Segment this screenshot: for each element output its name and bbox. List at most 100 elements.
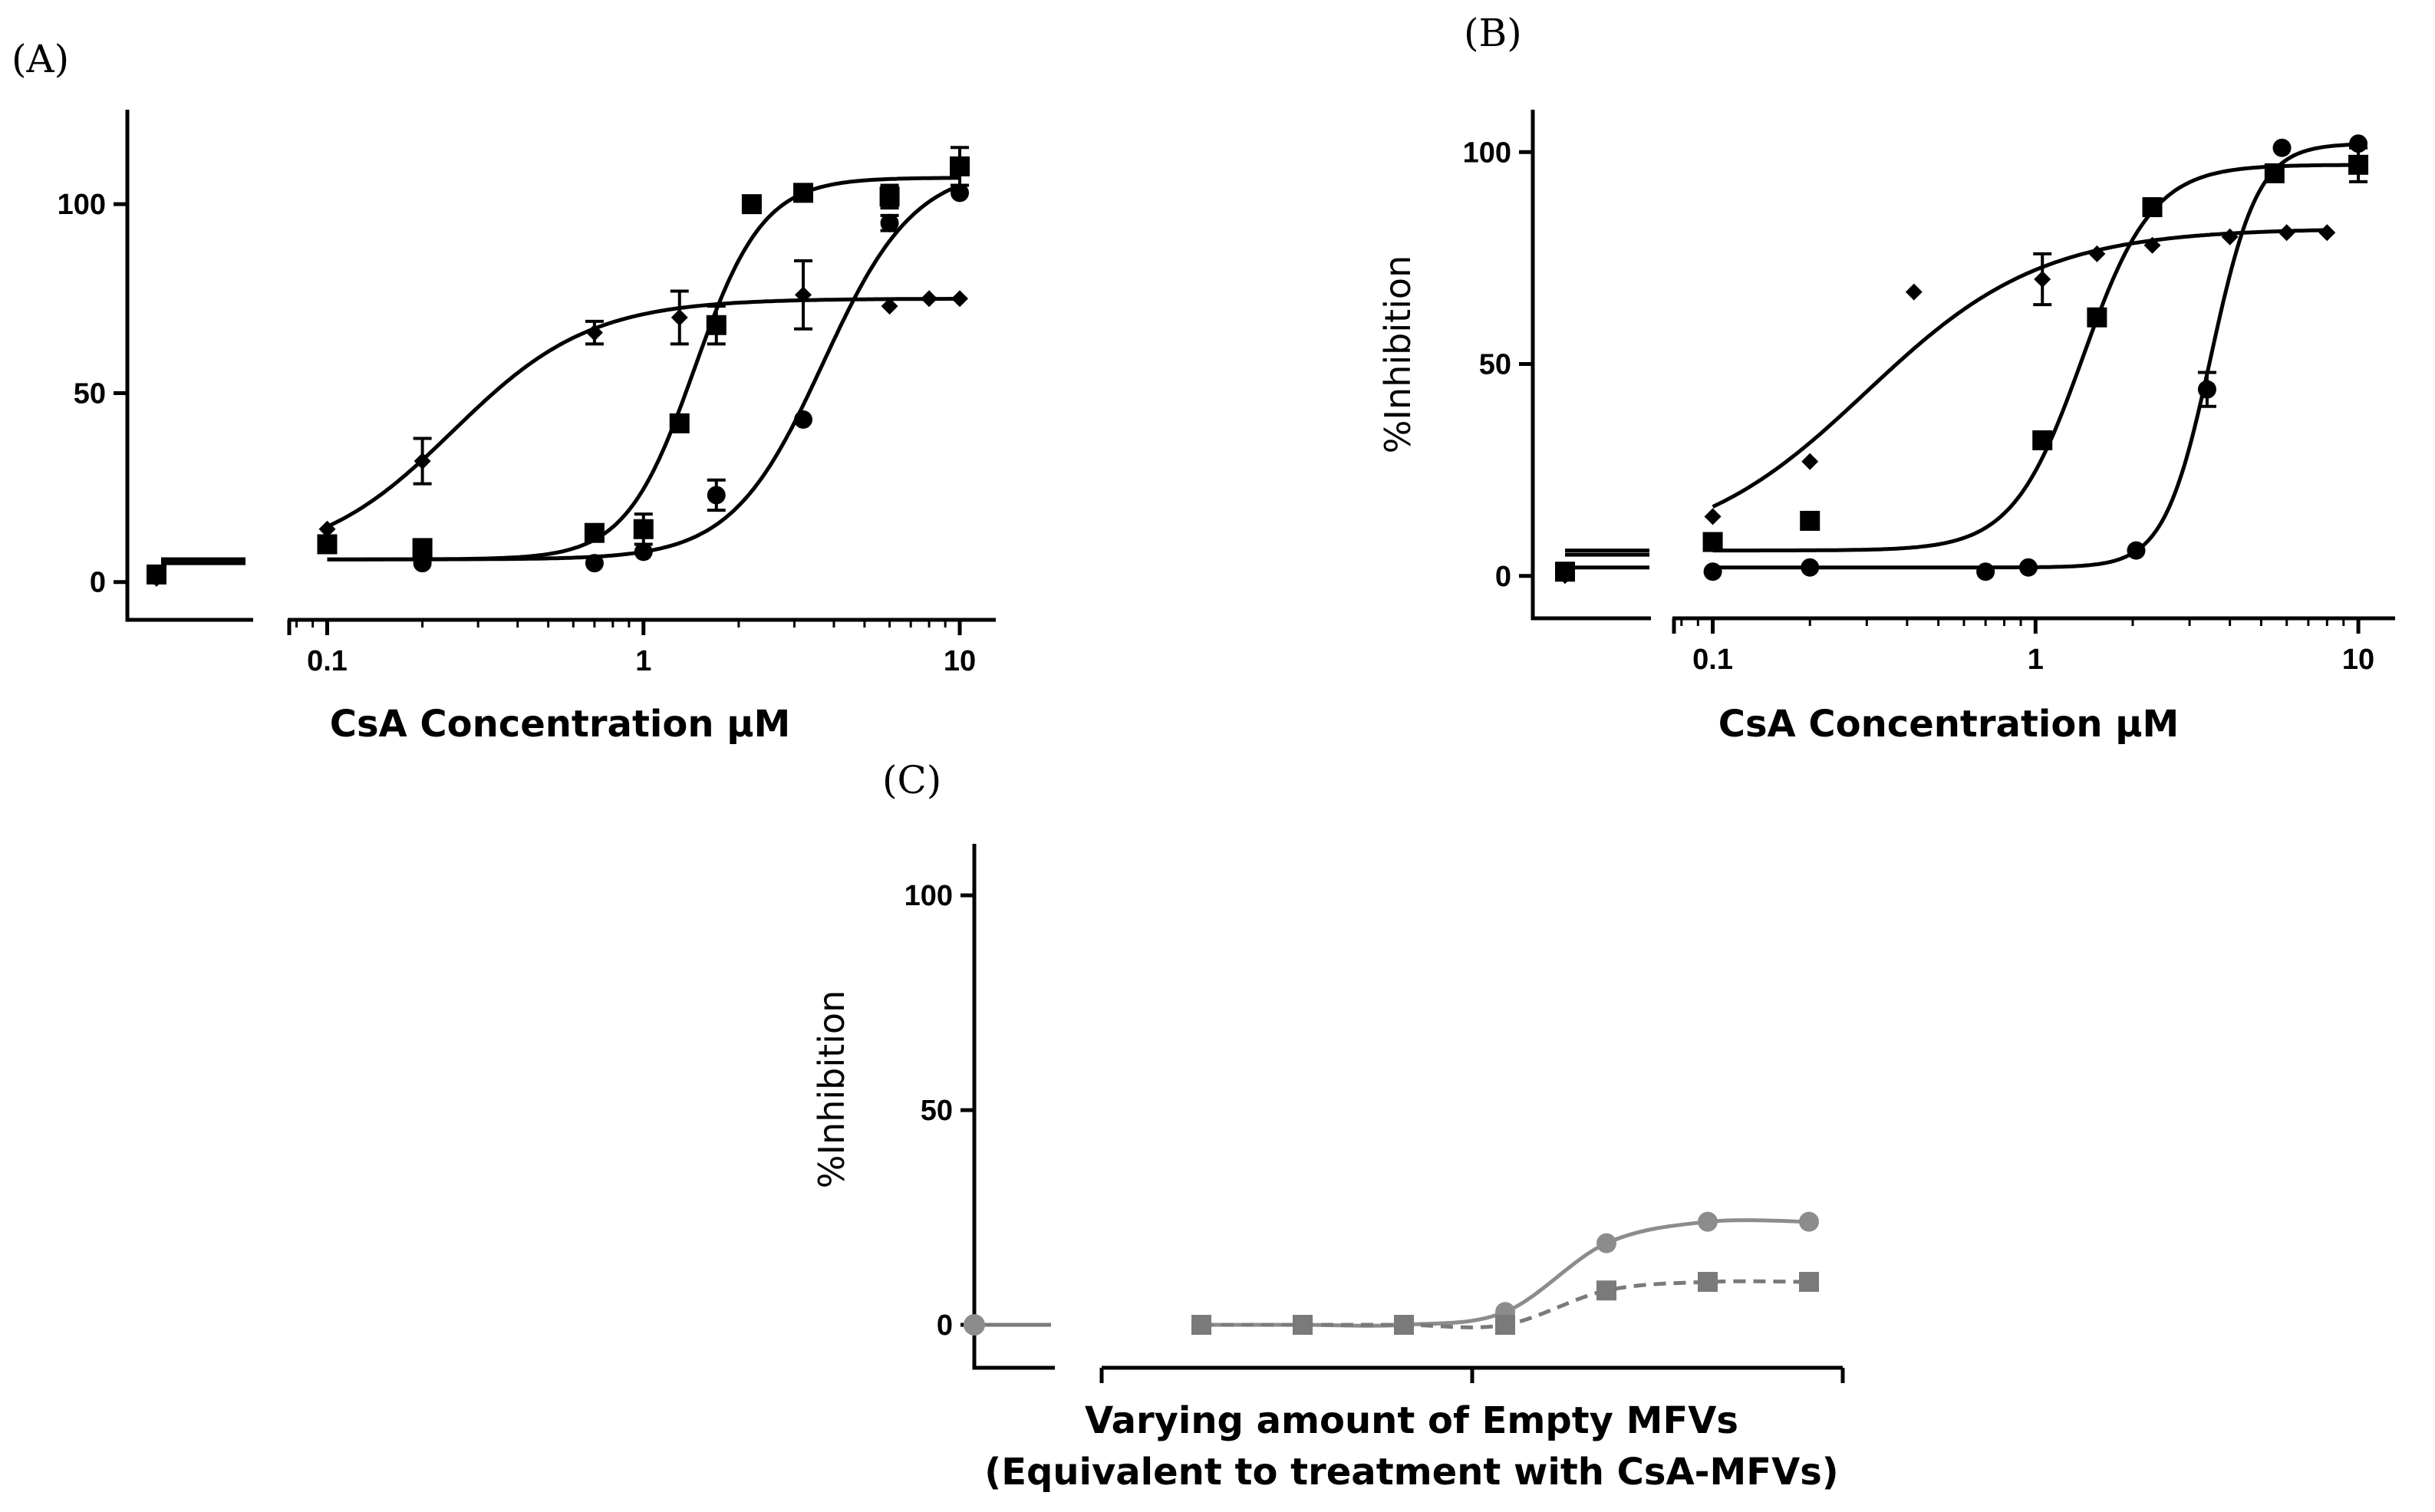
panel-b-curves (1565, 142, 2359, 570)
x-tick-label: 0.1 (307, 645, 348, 677)
y-tick-label: 50 (1479, 349, 1511, 381)
panel-c-curves (968, 1218, 1810, 1329)
panel-b-y-axis-break (1531, 110, 1651, 621)
data-point-diamond (318, 520, 336, 538)
data-point-circle (794, 410, 813, 429)
data-point-square (669, 413, 690, 433)
data-point-square (1702, 532, 1723, 552)
data-point-square (1799, 1272, 1819, 1293)
data-point-square (2032, 430, 2053, 450)
data-point-diamond (1801, 453, 1819, 470)
y-tick-label: 100 (904, 880, 953, 912)
panel-c: (C) 0 50 100 %Inhibition Varying amount of… (811, 758, 1845, 1494)
data-point-diamond (881, 298, 898, 315)
data-point-circle (1976, 562, 1995, 581)
data-point-square (2087, 307, 2107, 328)
data-point-diamond (951, 290, 969, 308)
data-point-square (1800, 510, 1820, 531)
data-point-square (1495, 1315, 1515, 1336)
panel-a-y-ticks: 0 50 100 (58, 189, 127, 599)
fit-curve-circle (1712, 142, 2359, 570)
data-point-diamond (2143, 236, 2161, 254)
panel-c-markers (964, 1211, 1819, 1336)
data-point-square (1293, 1315, 1313, 1336)
control-point-diamond (1557, 568, 1573, 585)
panel-a-label: (A) (12, 37, 69, 81)
data-point-circle (2272, 138, 2292, 157)
panel-b-y-label: %Inhibition (1377, 255, 1418, 453)
data-point-circle (2197, 380, 2216, 399)
data-point-square (2142, 197, 2163, 218)
data-point-square (2264, 163, 2285, 183)
y-tick-label: 50 (74, 377, 106, 410)
data-point-circle (634, 542, 653, 562)
panel-c-y-axis-break (972, 844, 1055, 1370)
y-tick-label: 100 (1463, 137, 1511, 169)
panel-a-x-label: CsA Concentration μM (330, 703, 791, 746)
fit-curve-square (1712, 163, 2359, 553)
panel-b-markers (1555, 134, 2369, 585)
x-tick-label: 10 (944, 645, 976, 677)
data-point-circle (1596, 1233, 1616, 1253)
data-point-diamond (671, 308, 688, 326)
data-point-square (706, 315, 727, 335)
panel-b-label: (B) (1464, 11, 1522, 55)
panel-c-y-ticks: 0 50 100 (904, 880, 974, 1342)
data-point-diamond (1905, 283, 1923, 301)
data-point-square (2348, 154, 2369, 175)
y-tick-label: 0 (1495, 561, 1511, 593)
y-tick-label: 0 (90, 567, 106, 599)
data-point-circle (951, 183, 970, 203)
panel-c-y-label: %Inhibition (811, 990, 852, 1188)
x-tick-label: 1 (635, 645, 651, 677)
data-point-square (741, 194, 762, 215)
panel-a-y-axis-break (125, 110, 253, 622)
y-tick-label: 50 (921, 1095, 953, 1127)
panel-b: (B) 0 50 100 0.1 1 10 %Inhibition CsA Concen… (1377, 11, 2395, 746)
fit-curve-circle (327, 183, 960, 562)
panel-b-axes (1531, 110, 2395, 621)
panel-a-curves (161, 176, 960, 565)
data-point-diamond (2088, 245, 2106, 262)
x-tick-label: 10 (2342, 644, 2374, 676)
data-point-circle (707, 486, 726, 505)
data-point-diamond (2034, 271, 2051, 288)
panel-a-axes (125, 110, 996, 622)
x-tick-label: 1 (2028, 644, 2044, 676)
panel-b-y-ticks: 0 50 100 (1463, 137, 1533, 593)
y-tick-label: 0 (937, 1309, 953, 1342)
data-point-square (584, 522, 605, 543)
control-point (964, 1314, 985, 1336)
y-tick-label: 100 (58, 189, 106, 221)
panel-a-markers (147, 146, 970, 587)
data-point-square (1698, 1272, 1718, 1293)
data-point-circle (1801, 558, 1820, 577)
data-point-diamond (2318, 224, 2336, 242)
data-point-square (793, 183, 814, 203)
data-point-circle (1703, 562, 1722, 581)
data-point-diamond (585, 324, 603, 341)
data-point-square (1394, 1315, 1414, 1336)
data-point-circle (1799, 1211, 1819, 1232)
data-point-square (1596, 1280, 1616, 1301)
panel-c-x-ticks (1099, 1368, 1845, 1383)
panel-b-x-label: CsA Concentration μM (1718, 703, 2180, 746)
data-point-diamond (795, 286, 812, 304)
data-point-circle (2127, 541, 2146, 560)
data-point-square (879, 186, 900, 207)
control-point-diamond (149, 571, 164, 587)
x-tick-label: 0.1 (1692, 644, 1733, 676)
data-point-diamond (2278, 224, 2295, 242)
data-point-square (950, 156, 970, 176)
data-point-diamond (1704, 508, 1722, 525)
data-point-square (633, 519, 654, 539)
data-point-diamond (414, 453, 431, 470)
data-point-circle (880, 213, 899, 232)
panel-c-x-label-line2: (Equivalent to treatment with CsA-MFVs) (984, 1451, 1838, 1494)
fit-curve-diamond (1712, 228, 2328, 509)
data-point-circle (1698, 1211, 1718, 1232)
data-point-circle (2349, 134, 2368, 153)
panel-c-label: (C) (882, 758, 941, 802)
data-point-square (1191, 1315, 1211, 1336)
